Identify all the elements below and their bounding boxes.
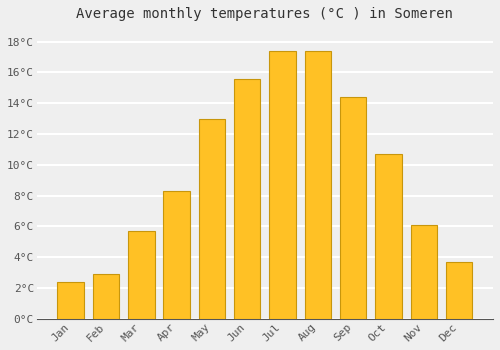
Bar: [270, 51, 296, 319]
Bar: [198, 119, 225, 319]
Bar: [304, 51, 331, 319]
Bar: [340, 97, 366, 319]
Bar: [446, 262, 472, 319]
Bar: [128, 231, 154, 319]
Title: Average monthly temperatures (°C ) in Someren: Average monthly temperatures (°C ) in So…: [76, 7, 454, 21]
Bar: [93, 274, 120, 319]
Bar: [410, 225, 437, 319]
Bar: [234, 79, 260, 319]
Bar: [375, 154, 402, 319]
Bar: [58, 282, 84, 319]
Bar: [164, 191, 190, 319]
